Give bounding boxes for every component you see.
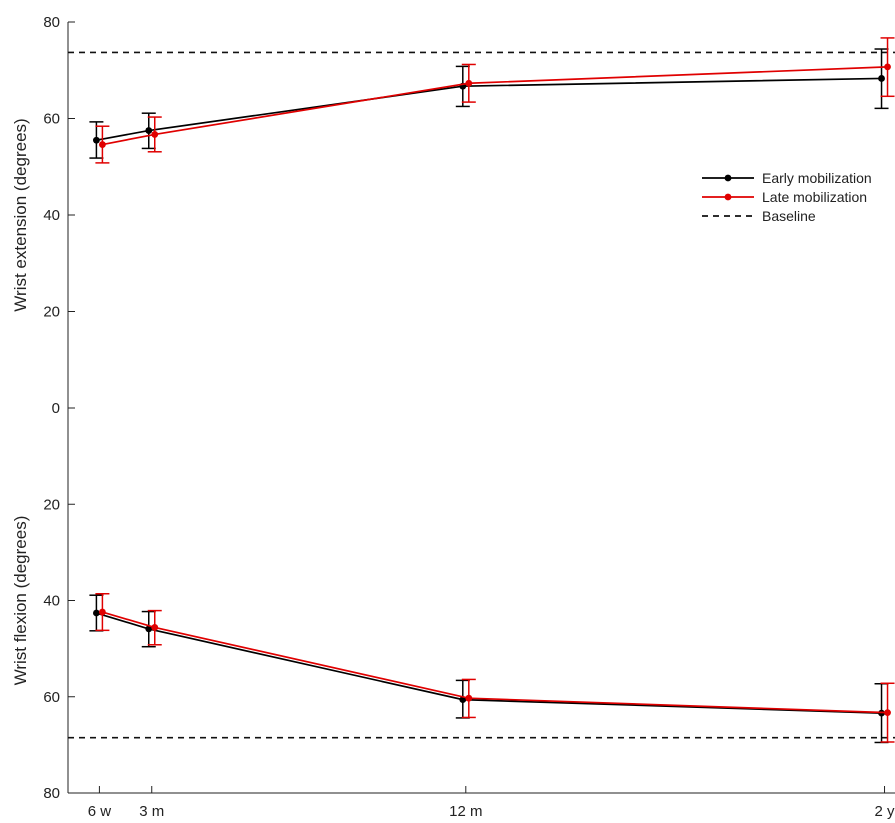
extension-series-line <box>96 77 882 142</box>
y-tick-label: 80 <box>43 785 60 802</box>
baselines <box>68 51 895 739</box>
data-point <box>145 625 153 633</box>
x-tick-label: 3 m <box>139 803 164 820</box>
flexion-series-line <box>96 612 882 714</box>
y-axis-title-flexion: Wrist flexion (degrees) <box>11 516 30 686</box>
series-layer <box>89 37 895 744</box>
flexion-series-early <box>89 594 889 744</box>
data-point <box>465 694 473 702</box>
data-point <box>884 63 891 71</box>
x-tick-label: 6 w <box>88 803 112 820</box>
flexion-series-line <box>102 611 888 714</box>
y-axis-title-extension: Wrist extension (degrees) <box>11 118 30 311</box>
data-point <box>151 131 159 138</box>
y-tick-label: 60 <box>43 689 60 706</box>
y-tick-label: 60 <box>43 111 60 128</box>
extension-series-late <box>95 37 895 164</box>
y-tick-label: 20 <box>43 496 60 513</box>
legend-label: Early mobilization <box>762 170 872 186</box>
extension-series-line <box>102 66 888 146</box>
data-point <box>99 608 106 616</box>
data-point <box>93 136 100 144</box>
x-tick-label: 2 y <box>875 803 895 820</box>
legend-label: Baseline <box>762 208 816 224</box>
data-point <box>151 624 159 631</box>
y-tick-label: 20 <box>43 304 60 321</box>
data-point <box>878 75 885 82</box>
data-point <box>93 609 100 617</box>
axes: 80 60 40 20 0 20 40 60 80 6 w 3 m 12 m 2 y Wrist exte… <box>11 14 895 820</box>
data-point <box>465 79 473 87</box>
y-tick-label: 40 <box>43 207 60 224</box>
legend: Early mobilization Late mobilization Basel… <box>702 170 872 224</box>
data-point <box>884 709 891 717</box>
legend-swatch-marker <box>724 193 732 201</box>
data-point <box>99 141 106 148</box>
y-tick-label: 40 <box>43 593 60 610</box>
legend-label: Late mobilization <box>762 189 867 205</box>
legend-swatch-marker <box>724 174 732 182</box>
data-point <box>145 127 153 134</box>
x-tick-label: 12 m <box>449 803 482 820</box>
extension-series-early <box>89 48 889 159</box>
y-tick-label: 0 <box>52 400 60 417</box>
flexion-series-late <box>95 593 895 743</box>
y-tick-label: 80 <box>43 14 60 31</box>
